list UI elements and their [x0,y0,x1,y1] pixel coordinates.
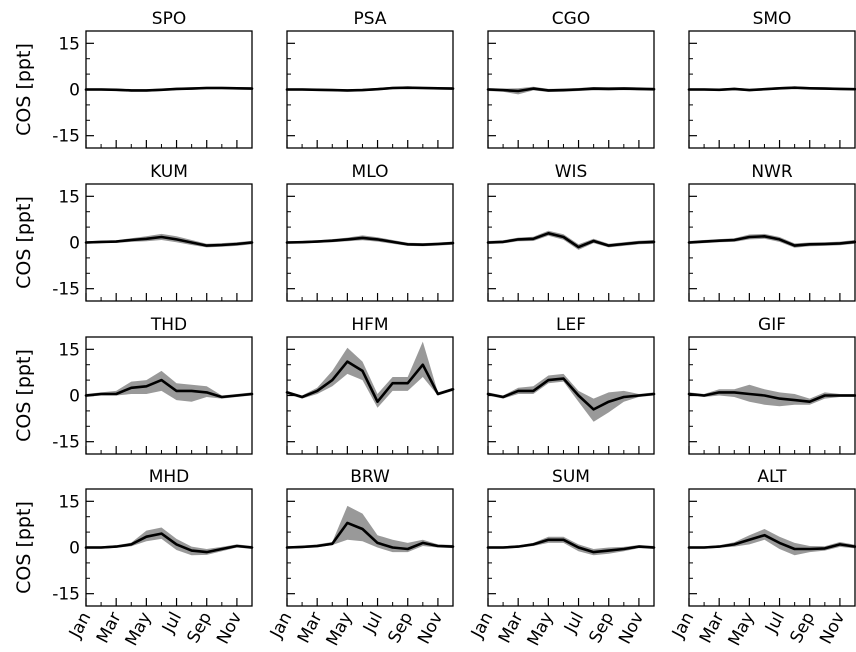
panel-title: MHD [149,467,190,487]
mean-line-lef [486,377,656,411]
x-tick-label: May [725,609,759,649]
panel-title: BRW [350,467,390,487]
mean-line-thd [84,378,254,399]
panel-psa: PSA [285,9,455,149]
panel-lef: LEF [486,315,656,455]
y-tick-label: 15 [58,340,80,360]
panel-title: NWR [751,162,793,182]
panel-hfm: HFM [285,315,455,455]
mean-line-wis [486,232,656,249]
x-tick-label: May [122,609,156,649]
panel-title: GIF [758,315,786,335]
x-tick-label: Nov [414,609,447,648]
uncertainty-band-alt [689,529,855,556]
panel-cgo: CGO [486,9,656,149]
y-axis-label: COS [ppt] [13,349,35,442]
panel-spo: SPO 15 0 -15 COS [ppt] [13,9,254,149]
uncertainty-band-mhd [86,527,252,556]
mean-line-brw [285,521,455,551]
x-tick-label: Mar [696,609,729,647]
x-tick-label: Mar [294,609,327,647]
mean-line-smo [687,86,856,92]
y-axis-label: COS [ppt] [13,196,35,289]
panel-title: WIS [555,162,588,182]
y-tick-label: 0 [69,234,80,254]
x-tick-label: Jan [65,609,95,642]
mean-line-nwr [687,235,856,247]
mean-line-kum [84,235,254,247]
y-tick-label: 0 [69,387,80,407]
y-tick-label: 15 [58,187,80,207]
mean-line-cgo [486,87,656,93]
y-tick-label: 15 [58,492,80,512]
x-tick-label: Jan [266,609,296,642]
mean-line-hfm [285,360,455,404]
x-tick-label: Jul [158,609,186,637]
x-tick-label: Jan [668,609,698,642]
panel-title: PSA [354,9,387,29]
panel-title: LEF [556,315,586,335]
y-tick-label: 0 [69,81,80,101]
panel-smo: SMO [687,9,856,149]
y-axis-label: COS [ppt] [13,501,35,594]
x-tick-label: Mar [93,609,126,647]
uncertainty-band-hfm [287,341,453,408]
panel-title: HFM [351,315,388,335]
uncertainty-band-kum [86,233,252,248]
mean-line-alt [687,533,856,551]
y-tick-label: 15 [58,34,80,54]
mean-line-gif [687,391,856,404]
mean-line-sum [486,538,656,554]
y-tick-label: -15 [52,280,80,300]
y-axis-label: COS [ppt] [13,43,35,136]
x-tick-label: Nov [816,609,849,648]
y-tick-label: -15 [52,433,80,453]
mean-line-mhd [84,532,254,554]
panel-thd: THD 15 0 -15 COS [ppt] [13,315,254,455]
x-tick-label: May [524,609,558,649]
panel-title: THD [150,315,187,335]
x-tick-label: Mar [495,609,528,647]
panel-wis: WIS [486,162,656,302]
x-tick-label: Jul [560,609,588,637]
panel-title: SMO [753,9,792,29]
panel-gif: GIF [687,315,856,455]
y-tick-label: -15 [52,127,80,147]
mean-line-psa [285,86,455,92]
uncertainty-band-brw [287,505,453,553]
x-tick-label: Sep [384,609,417,647]
panel-nwr: NWR [687,162,856,302]
x-tick-label: Nov [615,609,648,648]
panel-title: CGO [552,9,590,29]
x-tick-label: Sep [585,609,618,647]
panel-title: KUM [150,162,188,182]
uncertainty-band-lef [488,373,654,422]
x-tick-label: Sep [183,609,216,647]
panel-mlo: MLO [285,162,455,302]
x-tick-label: May [323,609,357,649]
panel-title: SPO [152,9,186,29]
panel-title: SUM [552,467,590,487]
panel-title: MLO [352,162,389,182]
y-tick-label: -15 [52,585,80,605]
y-tick-label: 0 [69,539,80,559]
x-tick-label: Jul [359,609,387,637]
panel-title: ALT [757,467,787,487]
mean-line-mlo [285,236,455,246]
x-tick-label: Nov [213,609,246,648]
x-tick-label: Jan [467,609,497,642]
panel-kum: KUM 15 0 -15 COS [ppt] [13,162,254,302]
x-tick-label: Sep [786,609,819,647]
mean-line-spo [84,86,254,92]
x-tick-label: Jul [761,609,789,637]
